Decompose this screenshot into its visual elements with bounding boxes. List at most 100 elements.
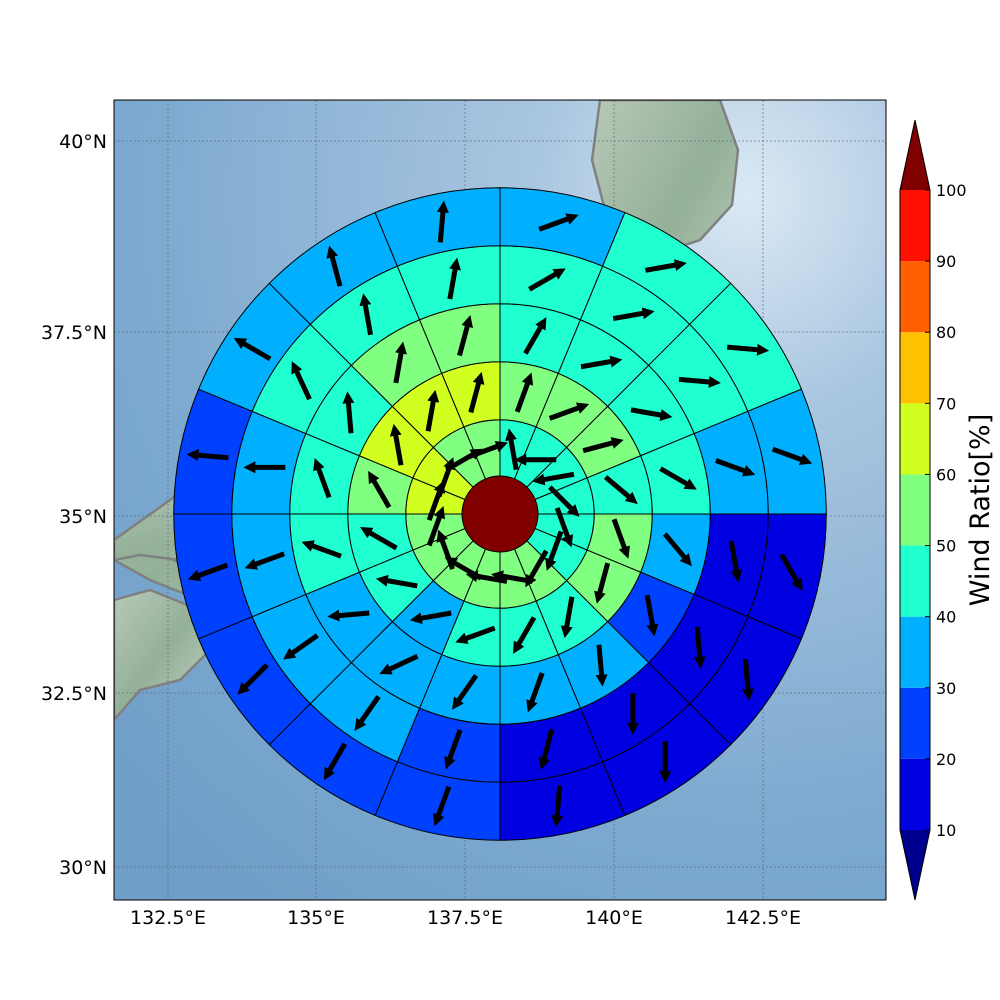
colorbar-extend-max xyxy=(900,120,930,190)
wind-arrow xyxy=(594,562,611,604)
wind-arrow xyxy=(548,402,590,421)
wind-arrow xyxy=(436,200,449,243)
wind-arrow xyxy=(342,391,355,434)
wind-arrow xyxy=(678,375,721,388)
wind-arrow xyxy=(425,389,440,432)
lon-tick-label: 137.5°E xyxy=(427,907,503,929)
wind-arrow xyxy=(525,549,549,588)
wind-arrow xyxy=(313,457,332,499)
wind-arrow xyxy=(528,268,566,292)
colorbar-segment xyxy=(900,758,930,830)
wind-arrow xyxy=(389,423,404,466)
wind-arrow xyxy=(354,695,381,731)
colorbar-extend-min xyxy=(900,830,930,900)
colorbar-tick-label: 50 xyxy=(936,537,956,556)
wind-arrow xyxy=(379,653,419,675)
lat-tick-label: 30°N xyxy=(59,857,107,879)
colorbar-tick-label: 60 xyxy=(936,465,956,484)
colorbar-segment xyxy=(900,190,930,262)
center-disc xyxy=(461,475,539,553)
wind-arrow xyxy=(375,574,418,589)
wind-arrow xyxy=(457,314,474,357)
colorbar-segment xyxy=(900,545,930,617)
wind-arrow xyxy=(580,355,623,370)
colorbar-tick-label: 20 xyxy=(936,750,956,769)
wind-arrow xyxy=(301,540,342,559)
colorbar-segment xyxy=(900,332,930,404)
wind-arrow xyxy=(526,672,545,713)
wind-arrow xyxy=(548,485,580,517)
wind-arrow xyxy=(426,506,446,547)
colorbar-tick-label: 40 xyxy=(936,608,956,627)
lat-tick-label: 37.5°N xyxy=(41,322,107,344)
wind-arrow xyxy=(538,728,555,770)
wind-arrow xyxy=(368,470,392,509)
wind-arrow xyxy=(326,245,343,287)
wind-arrow xyxy=(187,562,229,582)
wind-arrow xyxy=(237,663,269,695)
lon-tick-label: 140°E xyxy=(585,907,643,929)
land-kyushu-shikoku xyxy=(114,588,212,722)
wind-arrow xyxy=(447,257,461,300)
wind-arrow xyxy=(283,633,319,660)
colorbar-tick-label: 10 xyxy=(936,821,956,840)
map-frame xyxy=(113,99,887,901)
wind-arrow xyxy=(436,529,455,570)
wind-arrow xyxy=(467,440,508,460)
wind-arrow xyxy=(538,213,579,232)
wind-arrow xyxy=(560,596,575,639)
wind-arrow xyxy=(630,407,673,421)
wind-arrow xyxy=(455,625,496,644)
wind-arrow xyxy=(551,785,564,828)
wind-arrow xyxy=(582,437,624,454)
wind-arrow xyxy=(432,785,452,827)
lon-tick-label: 132.5°E xyxy=(130,907,206,929)
wind-arrow xyxy=(327,609,370,622)
wind-arrow xyxy=(611,518,630,559)
lat-tick-label: 40°N xyxy=(59,131,107,153)
wind-arrow xyxy=(612,307,655,322)
wind-arrow xyxy=(554,507,574,548)
colorbar-label: Wind Ratio[%] xyxy=(965,414,996,606)
wind-arrow xyxy=(452,673,479,710)
wind-arrow xyxy=(595,644,608,687)
colorbar-tick-label: 90 xyxy=(936,252,956,271)
wind-arrow xyxy=(523,317,547,355)
lon-tick-label: 142.5°E xyxy=(725,907,801,929)
wind-ratio-sector xyxy=(374,187,501,267)
wind-arrow xyxy=(513,616,537,654)
wind-arrow xyxy=(742,659,755,702)
wind-arrow xyxy=(444,557,483,581)
wind-arrow xyxy=(644,594,659,637)
wind-arrow xyxy=(727,343,770,356)
colorbar-tick-label: 30 xyxy=(936,679,956,698)
colorbar xyxy=(899,119,931,901)
wind-ratio-sectors xyxy=(173,187,827,841)
wind-arrow xyxy=(291,361,312,401)
colorbar-ticks: 10 20 30 40 50 60 70 80 90 100 xyxy=(925,181,967,840)
wind-arrow xyxy=(393,341,407,384)
lat-tick-label: 35°N xyxy=(59,506,107,528)
wind-arrow xyxy=(779,553,803,592)
lon-tick-label: 135°E xyxy=(287,907,345,929)
wind-arrow xyxy=(693,626,706,669)
wind-arrow xyxy=(233,337,272,362)
wind-arrow xyxy=(728,540,743,583)
wind-arrow xyxy=(715,458,756,477)
colorbar-segment xyxy=(900,616,930,688)
wind-arrow xyxy=(545,530,564,571)
wind-arrow xyxy=(186,449,229,462)
wind-arrow xyxy=(491,570,533,584)
wind-arrow xyxy=(771,446,813,466)
wind-arrow xyxy=(244,551,285,570)
wind-arrow xyxy=(323,742,348,781)
wind-arrow xyxy=(360,527,398,551)
wind-arrow xyxy=(645,259,687,273)
colorbar-tick-label: 70 xyxy=(936,394,956,413)
wind-arrow xyxy=(444,729,463,770)
colorbar-segment xyxy=(900,687,930,759)
wind-arrow xyxy=(359,293,374,336)
colorbar-segment xyxy=(900,261,930,333)
wind-arrow xyxy=(409,610,452,625)
